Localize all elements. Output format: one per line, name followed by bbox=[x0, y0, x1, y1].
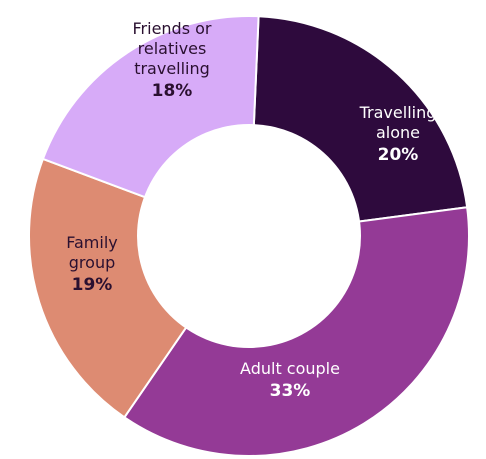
slice-label-line: Adult couple bbox=[240, 359, 340, 378]
slice-label-0: Travelling alone 20% bbox=[359, 103, 437, 165]
slice-percent: 19% bbox=[72, 275, 113, 295]
slice-labels: Travelling alone 20% Adult couple 33% Family g… bbox=[66, 19, 436, 401]
slice-label-line: Travelling bbox=[359, 103, 437, 122]
slice-label-line: relatives bbox=[138, 39, 207, 58]
slice-percent: 18% bbox=[152, 81, 193, 101]
slice-label-line: Family bbox=[66, 233, 117, 252]
slice-percent: 33% bbox=[270, 381, 311, 401]
slice-label-line: travelling bbox=[134, 59, 210, 78]
slice-label-2: Family group 19% bbox=[66, 233, 117, 295]
slice-label-line: Friends or bbox=[133, 19, 212, 38]
slice-label-1: Adult couple 33% bbox=[240, 359, 340, 401]
slice-label-line: alone bbox=[376, 123, 420, 142]
donut-hole bbox=[137, 124, 361, 348]
slice-label-line: group bbox=[69, 253, 115, 272]
slice-label-3: Friends or relatives travelling 18% bbox=[133, 19, 212, 101]
slice-percent: 20% bbox=[378, 145, 419, 165]
